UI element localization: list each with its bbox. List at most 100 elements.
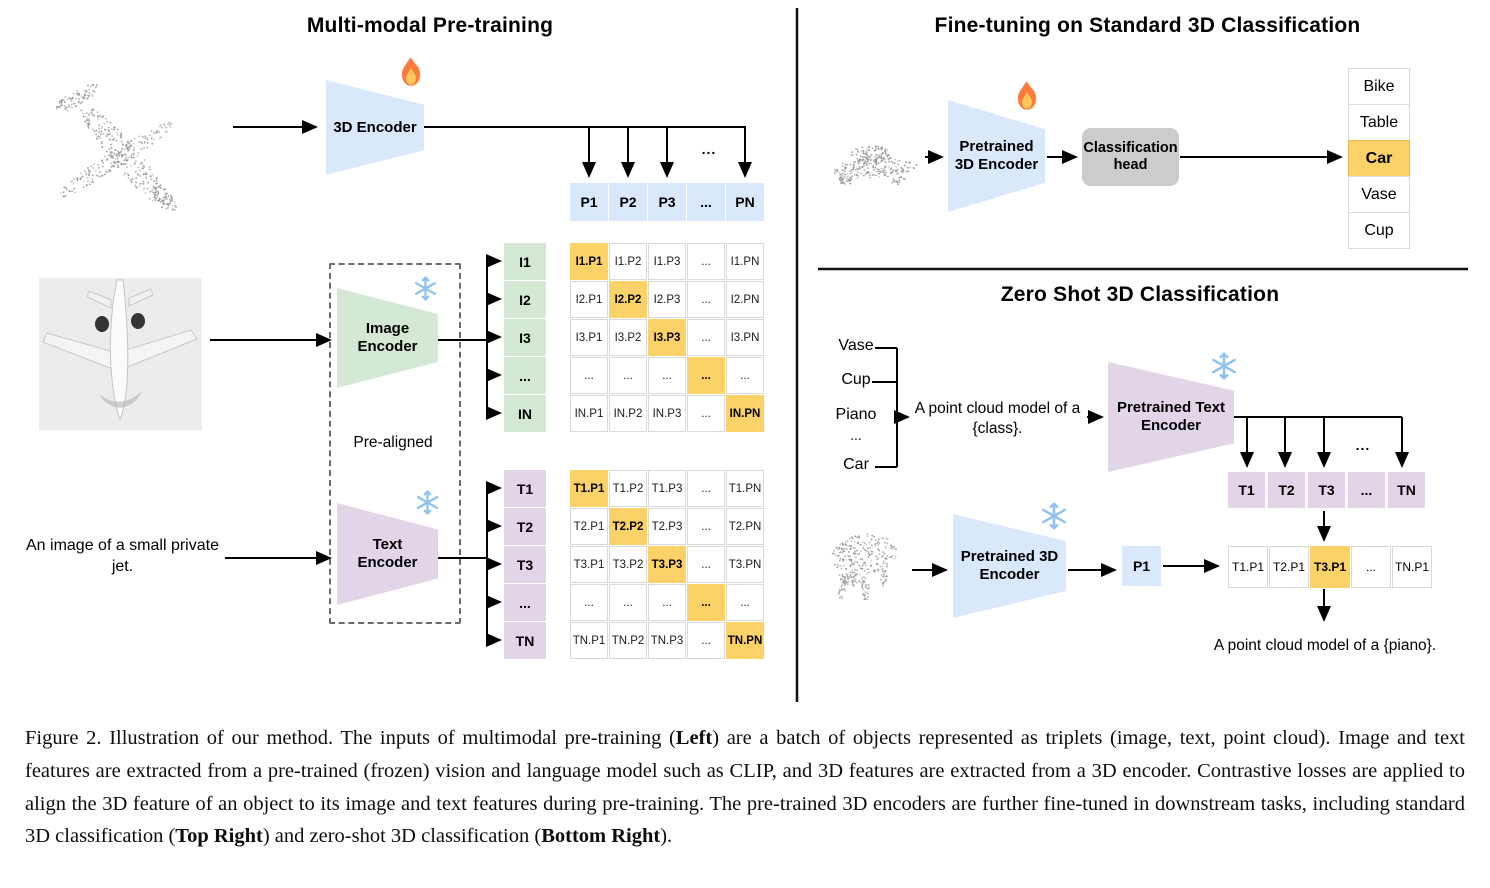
tp-cell-3-0: ... (570, 584, 608, 621)
p-cell-3: ... (687, 183, 725, 221)
candidate-class-2: Piano (835, 406, 877, 423)
tp-cell-1-2: T2.P3 (648, 508, 686, 545)
fire-icon (1017, 81, 1037, 110)
ip-cell-2-0: I3.P1 (570, 319, 608, 356)
tp-cell-2-3: ... (687, 546, 725, 583)
zeroshot-title: Zero Shot 3D Classification (1000, 283, 1280, 306)
snowflake-icon (1042, 502, 1066, 530)
ip-cell-2-4: I3.PN (726, 319, 764, 356)
text-prompt: A point cloud model of a {class}. (914, 400, 1081, 438)
ip-cell-3-0: ... (570, 357, 608, 394)
tp-cell-2-2: T3.P3 (648, 546, 686, 583)
text-point-similarity-matrix: T1.P1 T1.P2 T1.P3... T1.PN T2.P1 T2.P2 T2.P3..… (570, 470, 764, 659)
class-cell-3: Vase (1348, 176, 1410, 213)
text-encoder-label: Text Encoder (357, 536, 418, 571)
sim-cell-3: ... (1351, 546, 1391, 588)
finetune-3d-encoder: Pretrained 3D Encoder (948, 100, 1045, 212)
tp-cell-1-3: ... (687, 508, 725, 545)
sim-cell-2: T3.P1 (1310, 546, 1350, 588)
tp-cell-4-2: TN.P3 (648, 622, 686, 659)
t-cell-2: T3 (504, 546, 546, 583)
class-list: Bike Table Car Vase Cup (1348, 68, 1410, 249)
tp-cell-1-0: T2.P1 (570, 508, 608, 545)
p-cell-0: P1 (570, 183, 608, 221)
p-cell-2: P3 (648, 183, 686, 221)
tp-cell-2-4: T3.PN (726, 546, 764, 583)
ip-cell-0-1: I1.P2 (609, 243, 647, 280)
image-point-similarity-matrix: I1.P1 I1.P2 I1.P3... I1.PN I2.P1 I2.P2 I2.P3..… (570, 243, 764, 432)
zs-t-cell-2: T3 (1308, 472, 1345, 508)
caption-segment: ) and zero-shot 3D classification ( (262, 825, 542, 848)
class-cell-0: Bike (1348, 68, 1410, 105)
text-feature-column: T1 T2 T3... TN (504, 470, 546, 659)
pretrained-text-encoder-label: Pretrained Text Encoder (1116, 399, 1226, 434)
tp-cell-0-1: T1.P2 (609, 470, 647, 507)
ip-cell-0-0: I1.P1 (570, 243, 608, 280)
i-cell-3: ... (504, 357, 546, 394)
zeroshot-result: A point cloud model of a {piano}. (1213, 637, 1437, 654)
candidate-class-0: Vase (838, 337, 874, 354)
i-cell-0: I1 (504, 243, 546, 280)
zs-t-cell-1: T2 (1268, 472, 1305, 508)
ip-cell-4-1: IN.P2 (609, 395, 647, 432)
tp-cell-0-2: T1.P3 (648, 470, 686, 507)
t-cell-4: TN (504, 622, 546, 659)
p-feature-row: P1 P2 P3... PN (570, 183, 764, 221)
caption-segment: Figure 2. Illustration of our method. Th… (25, 727, 676, 749)
p-cell-4: PN (726, 183, 764, 221)
pre-aligned-label: Pre-aligned (353, 434, 433, 451)
ip-cell-3-3: ... (687, 357, 725, 394)
ip-cell-1-0: I2.P1 (570, 281, 608, 318)
ip-cell-1-1: I2.P2 (609, 281, 647, 318)
snowflake-icon (416, 490, 439, 515)
ip-cell-0-2: I1.P3 (648, 243, 686, 280)
caption-segment: ) are a batch of objects represented as … (25, 727, 1465, 848)
tp-cell-3-1: ... (609, 584, 647, 621)
figure-caption: Figure 2. Illustration of our method. Th… (25, 722, 1465, 853)
tp-cell-0-3: ... (687, 470, 725, 507)
t-cell-0: T1 (504, 470, 546, 507)
sim-cell-1: T2.P1 (1269, 546, 1309, 588)
snowflake-icon (414, 276, 437, 301)
class-cell-4: Cup (1348, 212, 1410, 249)
tp-cell-3-3: ... (687, 584, 725, 621)
classification-head: Classification head (1082, 128, 1179, 186)
pretraining-title: Multi-modal Pre-training (306, 14, 554, 37)
image-feature-column: I1 I2 I3... IN (504, 243, 546, 432)
ip-cell-4-2: IN.P3 (648, 395, 686, 432)
tp-cell-2-1: T3.P2 (609, 546, 647, 583)
candidate-class-3: ... (850, 427, 862, 443)
ip-cell-4-4: IN.PN (726, 395, 764, 432)
p1-label: P1 (1132, 558, 1151, 574)
ip-cell-3-4: ... (726, 357, 764, 394)
snowflake-icon (1212, 352, 1236, 380)
sim-cell-4: TN.P1 (1392, 546, 1432, 588)
p-branch-ellipsis: ... (701, 141, 717, 157)
piano-point-cloud (831, 533, 898, 601)
image-encoder-label: Image Encoder (357, 320, 418, 355)
i-cell-1: I2 (504, 281, 546, 318)
zs-branch-ellipsis: ... (1355, 437, 1371, 453)
3d-encoder-label: 3D Encoder (333, 118, 417, 136)
class-cell-2: Car (1348, 140, 1410, 177)
sim-cell-0: T1.P1 (1228, 546, 1268, 588)
airplane-photo-jet (42, 279, 198, 422)
tp-cell-0-0: T1.P1 (570, 470, 608, 507)
airplane-photo (39, 278, 202, 430)
ip-cell-1-2: I2.P3 (648, 281, 686, 318)
airplane-point-cloud (55, 83, 178, 212)
p-cell-1: P2 (609, 183, 647, 221)
i-cell-4: IN (504, 395, 546, 432)
caption-segment: Bottom Right (541, 825, 661, 848)
caption-segment: Left (675, 727, 713, 749)
zeroshot-3d-encoder-label: Pretrained 3D Encoder (960, 548, 1059, 583)
zs-t-cell-3: ... (1348, 472, 1385, 508)
ip-cell-3-1: ... (609, 357, 647, 394)
tp-cell-4-1: TN.P2 (609, 622, 647, 659)
candidate-class-4: Car (843, 456, 869, 473)
ip-cell-2-3: ... (687, 319, 725, 356)
fire-icon (401, 57, 421, 86)
ip-cell-4-0: IN.P1 (570, 395, 608, 432)
zeroshot-text-feature-row: T1 T2 T3... TN (1228, 472, 1426, 508)
